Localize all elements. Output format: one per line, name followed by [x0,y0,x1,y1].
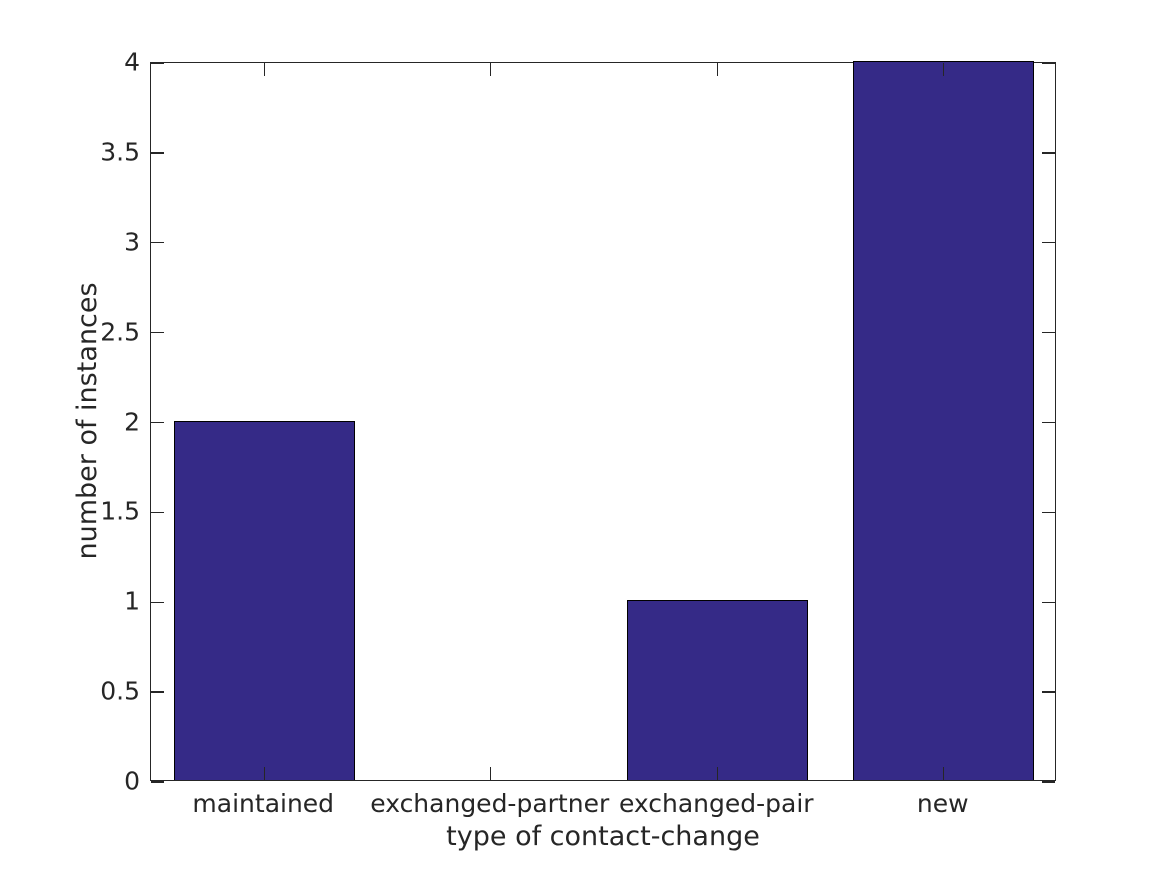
y-axis-label: number of instances [71,282,103,560]
y-tick-right [1042,511,1055,514]
y-tick-right [1042,601,1055,603]
x-axis-label: type of contact-change [446,821,760,852]
x-tick-bottom [490,767,492,780]
x-tick-bottom [263,767,265,780]
y-tick-label: 3.5 [100,137,140,167]
x-tick-top [490,63,492,76]
y-tick-right [1042,331,1055,334]
x-tick-top [716,63,718,76]
y-tick-left [151,781,164,783]
y-tick-right [1042,691,1055,693]
y-tick-right [1042,152,1055,154]
y-tick-label: 2 [124,407,140,436]
bar-exchanged-pair [626,600,808,780]
x-tick-top [943,63,945,76]
y-tick-label: 3 [124,227,140,257]
y-tick-label: 4 [124,47,140,77]
plot-area [150,61,1056,783]
y-tick-right [1042,421,1055,424]
y-tick-label: 0.5 [100,676,140,706]
x-tick-bottom [943,767,945,780]
y-tick-right [1042,62,1055,64]
x-tick-label: new [916,789,969,818]
y-tick-left [151,421,164,424]
y-tick-left [151,152,164,154]
y-tick-label: 1 [124,586,140,616]
y-tick-left [151,511,164,514]
y-tick-label: 1.5 [100,496,140,526]
bar-maintained [173,420,355,780]
bar-new [853,61,1035,780]
y-tick-left [151,331,164,334]
y-tick-label: 2.5 [100,317,140,347]
y-tick-left [151,691,164,693]
x-tick-top [263,63,265,76]
y-tick-left [151,601,164,603]
x-tick-label: exchanged-pair [618,789,814,818]
x-tick-label: maintained [192,789,335,818]
x-tick-bottom [716,767,718,780]
y-tick-right [1042,242,1055,244]
y-tick-right [1042,781,1055,783]
y-tick-left [151,62,164,64]
y-tick-left [151,242,164,244]
y-tick-label: 0 [124,766,140,796]
x-tick-label: exchanged-partner [370,789,610,818]
